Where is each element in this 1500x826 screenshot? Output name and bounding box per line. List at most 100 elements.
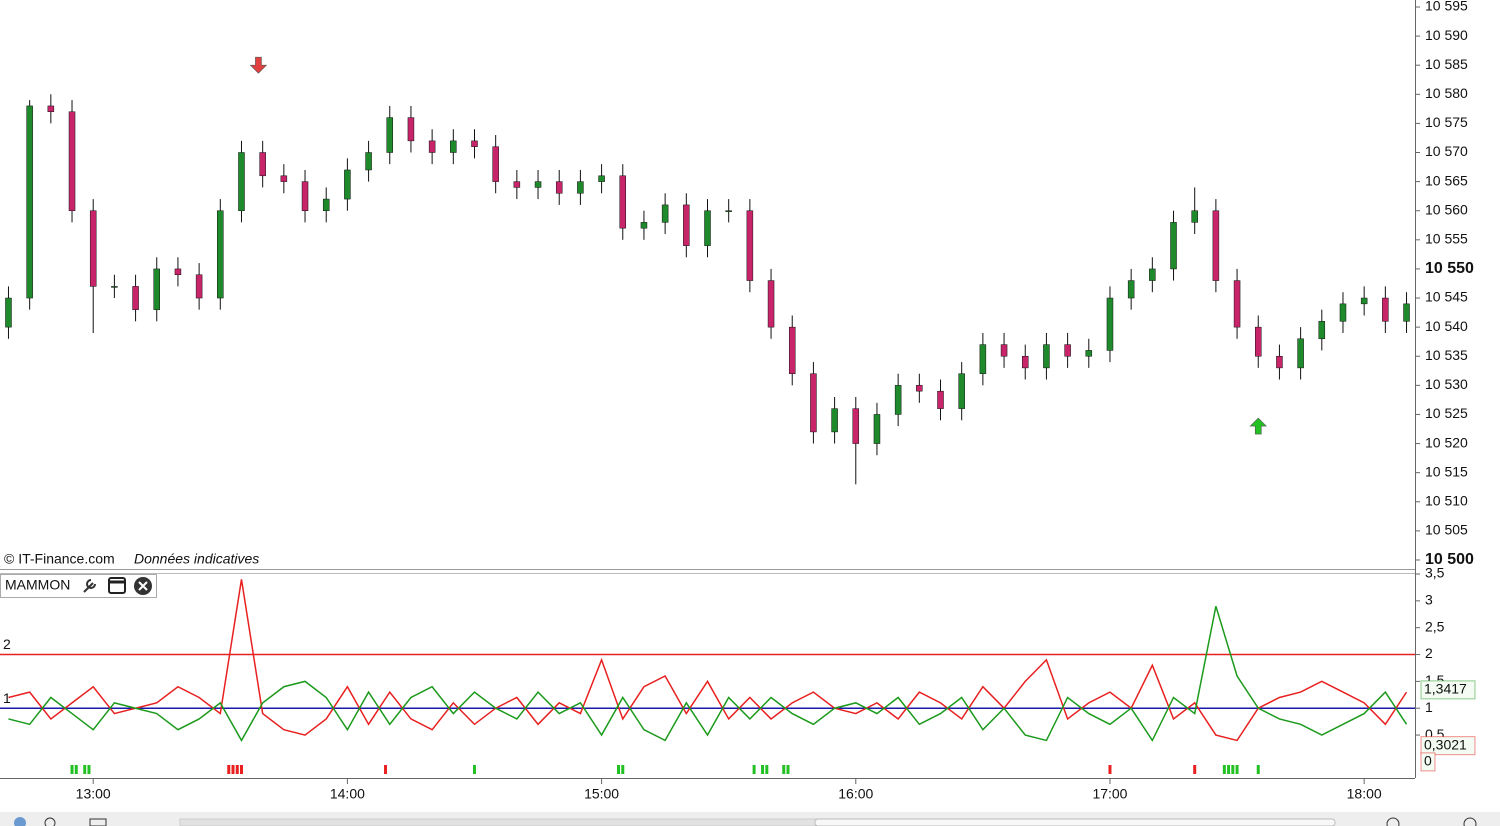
candle-body — [386, 117, 394, 153]
y-tick-label: 10 510 — [1425, 492, 1468, 508]
level-label: 1 — [3, 690, 11, 706]
window-icon[interactable] — [108, 577, 126, 594]
candle-body — [661, 204, 669, 223]
y-tick-label: 10 560 — [1425, 201, 1468, 217]
candle-body — [1043, 344, 1050, 369]
candle-body — [428, 140, 436, 153]
x-tick-label: 14:00 — [330, 786, 365, 802]
candle-body — [1360, 297, 1368, 305]
signal-bar — [87, 765, 91, 774]
signal-bar — [74, 765, 78, 774]
candle-body — [640, 222, 648, 229]
candle-body — [916, 385, 923, 392]
candle-body — [1318, 321, 1326, 340]
candle-body — [1106, 297, 1114, 351]
candle-body — [1064, 344, 1071, 357]
settings-icon[interactable] — [83, 579, 96, 593]
candle-body — [322, 198, 330, 211]
scroll-thumb[interactable] — [814, 818, 1336, 826]
source: © IT-Finance.com — [4, 551, 115, 567]
last-value-label: 1,3417 — [1424, 681, 1467, 697]
signal-bar — [1193, 765, 1197, 774]
y-tick-label: 10 585 — [1425, 56, 1468, 72]
indicator-line — [8, 605, 1408, 742]
candle-body — [47, 105, 55, 113]
signal-bar — [384, 765, 388, 774]
y-tick-label: 10 535 — [1425, 347, 1468, 363]
y-tick-label: 3,5 — [1425, 565, 1445, 581]
candle-body — [831, 408, 838, 433]
y-tick-label: 10 545 — [1425, 289, 1468, 305]
y-tick-label: 10 570 — [1425, 143, 1468, 159]
candle-body — [492, 146, 499, 182]
signal-bar — [761, 765, 765, 774]
y-tick-label: 10 555 — [1425, 231, 1468, 247]
candle-body — [619, 175, 627, 229]
signal-bar — [621, 765, 625, 774]
candle-body — [534, 181, 542, 188]
y-tick-label: 10 530 — [1425, 376, 1468, 392]
y-tick-label: 2 — [1425, 645, 1433, 661]
signal-bar — [1256, 765, 1260, 774]
candle-body — [471, 140, 478, 147]
signal-bar — [782, 765, 786, 774]
signal-bar — [1235, 765, 1239, 774]
signal-bar — [752, 765, 756, 774]
candle-body — [259, 152, 266, 177]
y-tick-label: 1 — [1425, 699, 1433, 715]
x-tick-label: 15:00 — [584, 786, 619, 802]
x-tick-label: 17:00 — [1092, 786, 1127, 802]
last-value-box — [1420, 680, 1476, 700]
toolbar-icon[interactable] — [89, 818, 107, 826]
y-tick-label: 10 500 — [1425, 551, 1474, 568]
y-tick-label: 10 550 — [1425, 260, 1474, 277]
candle-body — [1339, 303, 1347, 322]
signal-bar — [235, 765, 239, 774]
signal-bar — [70, 765, 74, 774]
close-icon[interactable] — [134, 577, 152, 595]
candle-body — [217, 210, 224, 299]
signal-bar — [227, 765, 231, 774]
toolbar-icon[interactable] — [1386, 817, 1400, 826]
candle-body — [174, 268, 182, 275]
candle-body — [937, 390, 944, 409]
candle-body — [153, 268, 161, 310]
candle-body — [111, 286, 118, 288]
signal-bar — [1231, 765, 1235, 774]
candle-body — [1127, 280, 1135, 299]
y-tick-label: 10 595 — [1425, 0, 1468, 14]
signal-arrow — [249, 56, 268, 74]
signal-bar — [231, 765, 235, 774]
signal-bar — [239, 765, 243, 774]
candle-body — [1212, 210, 1220, 281]
candle-body — [979, 344, 987, 374]
candle-body — [1276, 355, 1283, 369]
signal-bar — [617, 765, 621, 774]
candle-body — [577, 181, 584, 194]
y-tick-label: 10 515 — [1425, 463, 1468, 479]
signal-bar — [83, 765, 87, 774]
toolbar-icon[interactable] — [14, 817, 26, 826]
y-tick-label: 10 525 — [1425, 405, 1468, 421]
candle-body — [1233, 280, 1241, 328]
candle-body — [280, 175, 288, 182]
candle-body — [1254, 326, 1262, 357]
signal-bar — [1108, 765, 1112, 774]
candle-body — [852, 408, 860, 444]
indicator-line — [8, 579, 1408, 742]
candle-body — [555, 181, 563, 194]
signal-bar — [1227, 765, 1231, 774]
level-label: 2 — [3, 636, 11, 652]
candle-body — [958, 373, 965, 409]
candle-body — [1403, 303, 1410, 322]
toolbar-icon[interactable] — [1463, 817, 1477, 826]
candle-body — [365, 152, 372, 171]
x-tick-label: 13:00 — [76, 786, 111, 802]
last-value-label: 0,3021 — [1424, 736, 1467, 752]
candle-body — [810, 373, 817, 433]
candle-body — [301, 181, 309, 211]
signal-bar — [472, 765, 476, 774]
toolbar-icon[interactable] — [44, 817, 56, 826]
